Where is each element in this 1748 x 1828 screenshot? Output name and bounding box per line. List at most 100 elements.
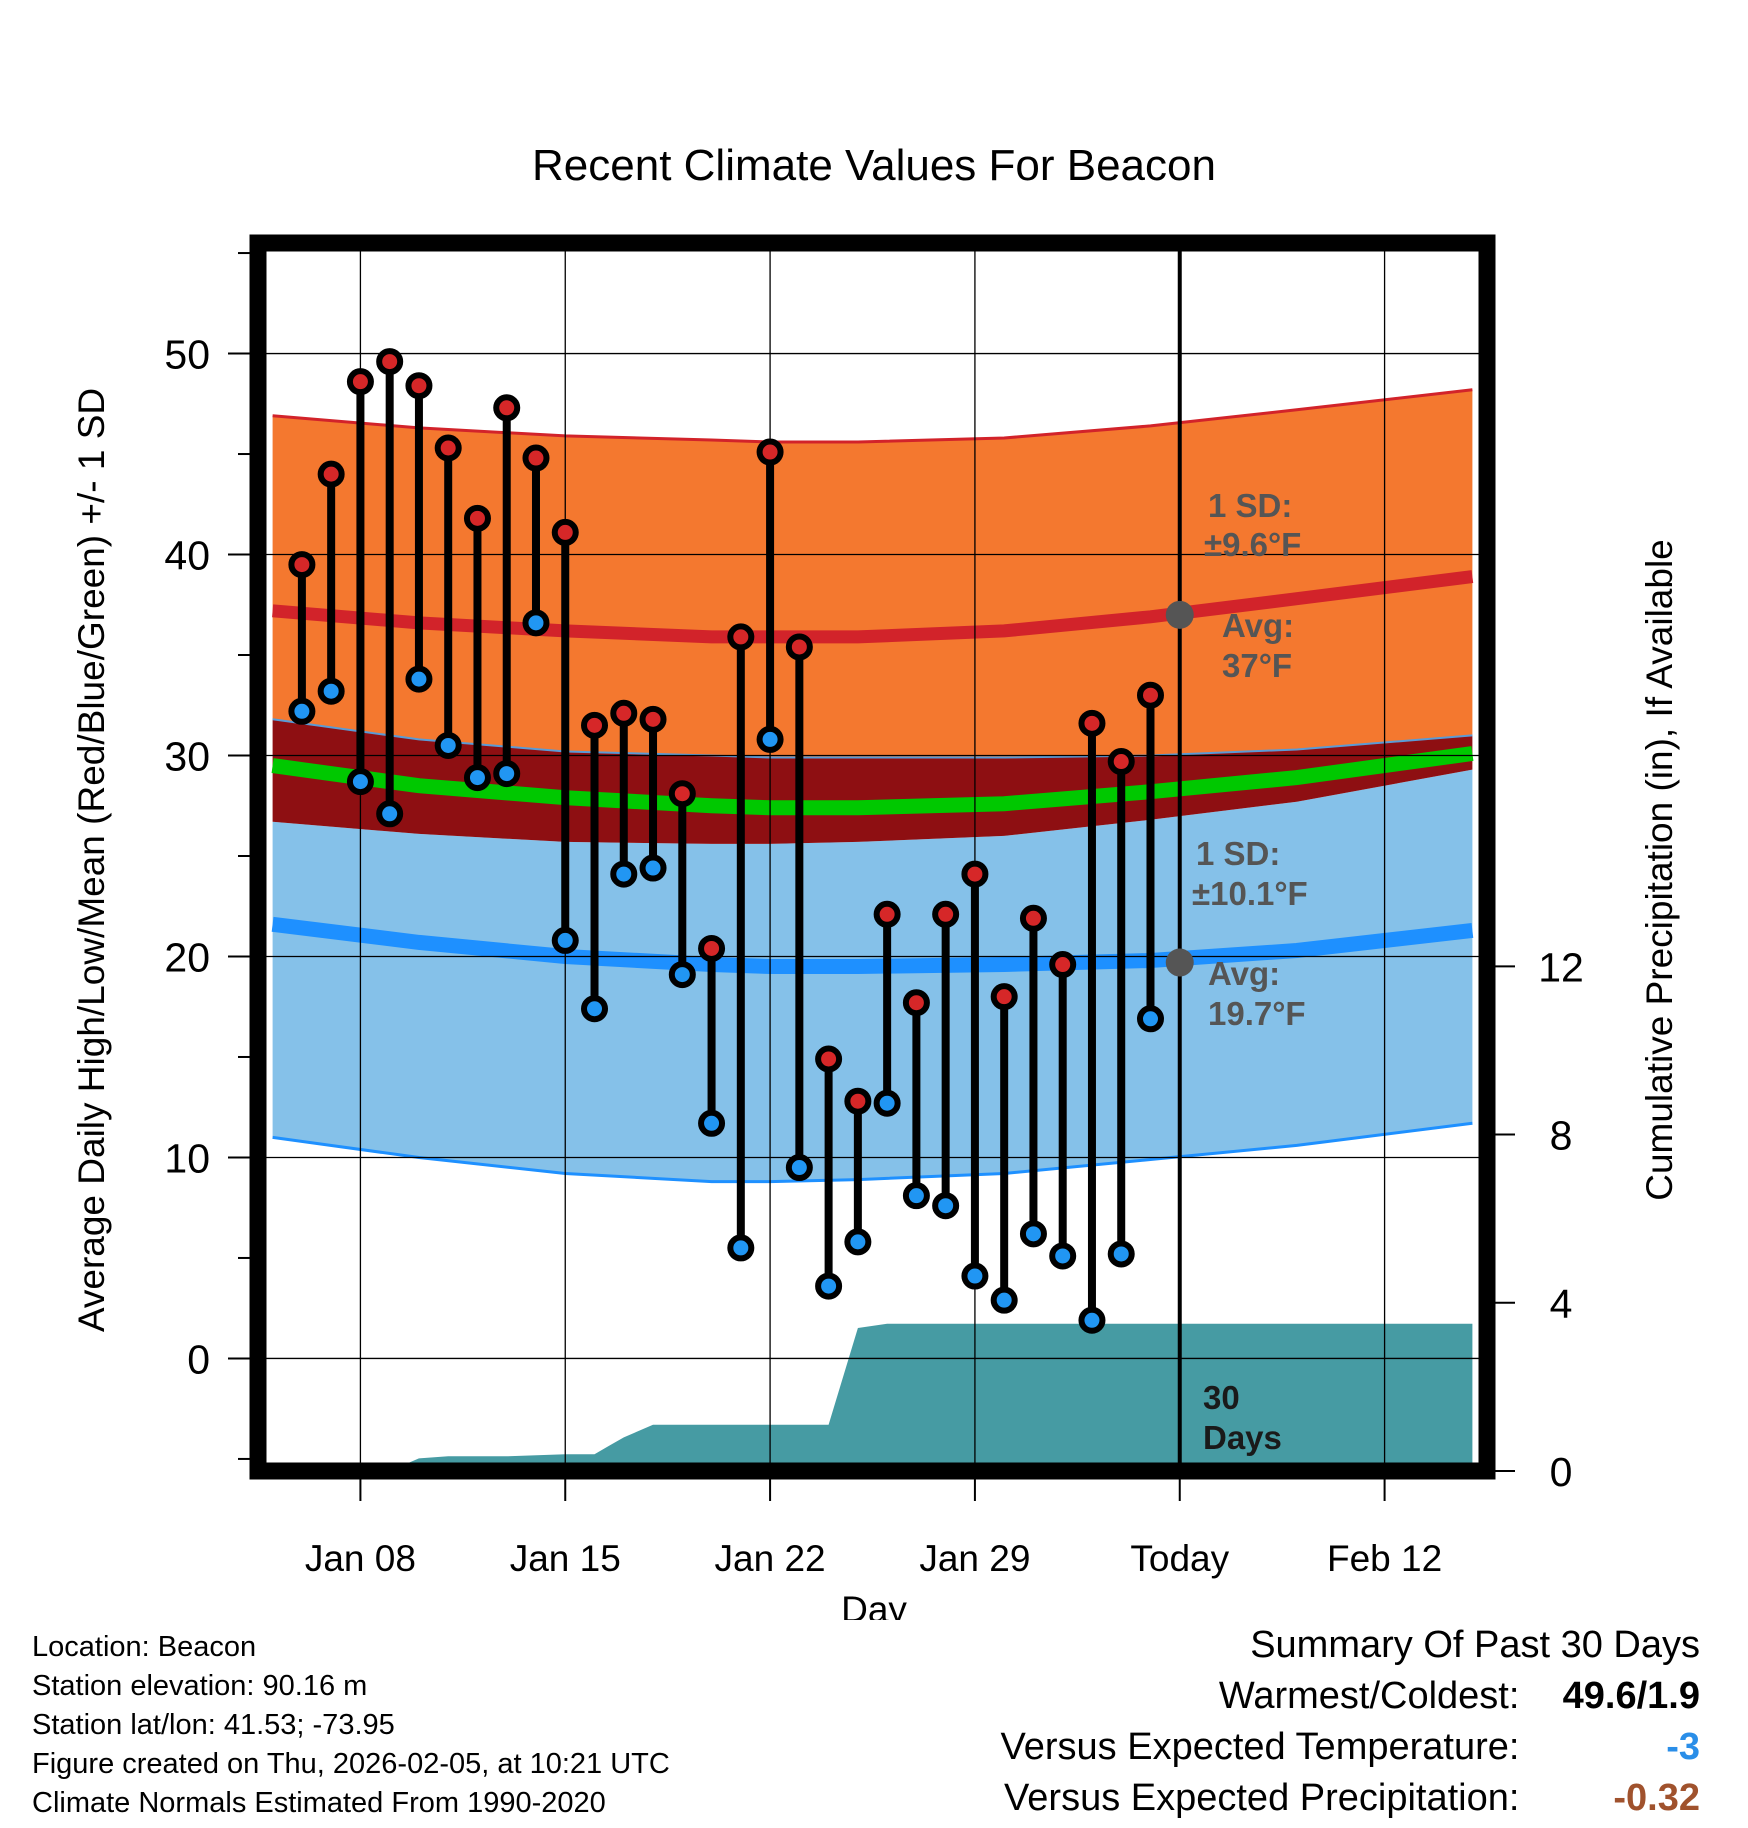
y-tick-label: 10 <box>164 1135 210 1181</box>
low-sd-label: 1 SD: <box>1196 835 1280 872</box>
obs-low-marker <box>873 1089 901 1117</box>
obs-high-marker <box>522 444 550 472</box>
obs-high-marker <box>639 705 667 733</box>
obs-low-marker <box>1078 1306 1106 1334</box>
obs-low-marker <box>434 731 462 759</box>
obs-high-marker <box>1136 681 1164 709</box>
low-minus-sd-line <box>272 1121 1473 1184</box>
y-tick-label: 20 <box>164 934 210 980</box>
y-right-tick-label: 4 <box>1550 1281 1573 1327</box>
obs-low-marker <box>551 926 579 954</box>
obs-low-marker <box>785 1154 813 1182</box>
obs-high-marker <box>551 518 579 546</box>
obs-high-marker <box>317 460 345 488</box>
obs-low-marker <box>756 725 784 753</box>
precip-vs-expected-label: Versus Expected Precipitation: <box>1004 1777 1520 1819</box>
obs-low-marker <box>815 1272 843 1300</box>
chart-title: Recent Climate Values For Beacon <box>532 141 1216 190</box>
obs-low-marker <box>932 1192 960 1220</box>
x-tick-label: Jan 08 <box>305 1538 416 1579</box>
station-elevation: Station elevation: 90.16 m <box>32 1670 368 1702</box>
obs-high-marker <box>844 1087 872 1115</box>
obs-high-marker <box>610 699 638 727</box>
high-plus-sd-line <box>272 388 1473 444</box>
y-tick-label: 40 <box>164 533 210 579</box>
obs-high-marker <box>902 989 930 1017</box>
high-avg-label: Avg: <box>1222 607 1294 644</box>
precip-area <box>272 1323 1473 1471</box>
obs-high-marker <box>581 711 609 739</box>
obs-low-marker <box>288 697 316 725</box>
high-minus-sd-line <box>272 718 1473 759</box>
obs-low-marker <box>668 961 696 989</box>
obs-high-marker <box>815 1045 843 1073</box>
y-axis-label-left: Average Daily High/Low/Mean (Red/Blue/Gr… <box>71 388 112 1332</box>
obs-low-marker <box>376 800 404 828</box>
summary-panel: Summary Of Past 30 Days Warmest/Coldest:… <box>1001 1620 1700 1824</box>
temp-vs-expected-value: -3 <box>1666 1726 1700 1768</box>
obs-high-marker <box>785 633 813 661</box>
obs-low-marker <box>1019 1220 1047 1248</box>
obs-high-marker <box>434 434 462 462</box>
today-avg-low-dot <box>1165 948 1194 977</box>
obs-high-marker <box>990 983 1018 1011</box>
low-sd-band <box>272 769 1473 1182</box>
window-label-count: 30 <box>1203 1379 1240 1416</box>
axes: 0 10 20 30 40 50 0 4 8 12 Jan 08 Jan 15 Jan 22 Jan 29… <box>164 234 1584 1579</box>
window-label-unit: Days <box>1203 1419 1282 1456</box>
x-tick-label: Jan 15 <box>510 1538 621 1579</box>
obs-high-marker <box>727 623 755 651</box>
obs-high-marker <box>1078 709 1106 737</box>
obs-high-marker <box>873 900 901 928</box>
station-info: Location: Beacon Station elevation: 90.1… <box>32 1628 670 1823</box>
warm-cold-label: Warmest/Coldest: <box>1218 1675 1520 1717</box>
x-tick-label: Feb 12 <box>1327 1538 1442 1579</box>
x-tick-label: Jan 29 <box>919 1538 1030 1579</box>
obs-high-marker <box>493 394 521 422</box>
obs-low-marker <box>493 760 521 788</box>
obs-high-marker <box>405 372 433 400</box>
low-sd-value: ±10.1°F <box>1192 875 1308 912</box>
temp-vs-expected-label: Versus Expected Temperature: <box>1000 1726 1520 1768</box>
obs-low-marker <box>961 1262 989 1290</box>
obs-low-marker <box>639 854 667 882</box>
high-sd-value: ±9.6°F <box>1204 526 1301 563</box>
summary-warm-cold: Warmest/Coldest: 49.6/1.9 <box>1001 1671 1700 1722</box>
summary-precip: Versus Expected Precipitation: -0.32 <box>1001 1773 1700 1824</box>
obs-high-marker <box>961 860 989 888</box>
overlap-band <box>272 719 1473 844</box>
today-avg-high-dot <box>1165 600 1194 629</box>
obs-low-marker <box>727 1234 755 1262</box>
y-right-tick-label: 0 <box>1550 1449 1573 1495</box>
obs-low-marker <box>522 609 550 637</box>
obs-high-marker <box>1019 904 1047 932</box>
obs-high-marker <box>756 438 784 466</box>
obs-high-marker <box>1107 748 1135 776</box>
y-right-tick-label: 8 <box>1550 1113 1573 1159</box>
obs-low-marker <box>463 764 491 792</box>
obs-high-marker <box>668 780 696 808</box>
obs-low-marker <box>581 995 609 1023</box>
figure-created: Figure created on Thu, 2026-02-05, at 10… <box>32 1748 670 1780</box>
obs-low-marker <box>902 1182 930 1210</box>
obs-low-marker <box>346 768 374 796</box>
low-avg-value: 19.7°F <box>1208 995 1306 1032</box>
climate-chart: Recent Climate Values For Beacon 1 SD: ±9… <box>71 141 1680 1620</box>
obs-low-marker <box>1136 1005 1164 1033</box>
low-avg-label: Avg: <box>1208 955 1280 992</box>
obs-low-marker <box>698 1109 726 1137</box>
avg-mean-line <box>271 746 1474 816</box>
obs-low-marker <box>990 1286 1018 1314</box>
y-tick-label: 50 <box>164 332 210 378</box>
obs-low-marker <box>610 860 638 888</box>
summary-title: Summary Of Past 30 Days <box>1250 1624 1700 1666</box>
obs-high-marker <box>346 368 374 396</box>
x-tick-label: Jan 22 <box>715 1538 826 1579</box>
obs-high-marker <box>932 900 960 928</box>
obs-high-marker <box>698 934 726 962</box>
obs-low-marker <box>405 665 433 693</box>
summary-temp: Versus Expected Temperature: -3 <box>1001 1722 1700 1773</box>
y-tick-label: 0 <box>187 1336 210 1382</box>
station-latlon: Station lat/lon: 41.53; -73.95 <box>32 1709 395 1741</box>
